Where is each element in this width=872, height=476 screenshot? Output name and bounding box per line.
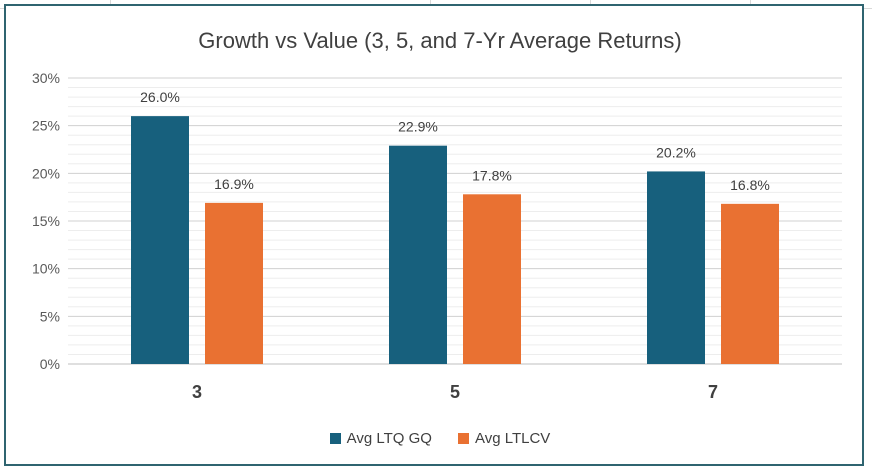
x-tick-label: 5 bbox=[450, 382, 460, 402]
legend-item-series-1: Avg LTQ GQ bbox=[329, 430, 432, 447]
y-tick-label: 0% bbox=[40, 356, 60, 372]
data-label: 17.8% bbox=[472, 167, 512, 183]
bar-2-5[interactable] bbox=[463, 194, 521, 364]
x-tick-label: 3 bbox=[192, 382, 202, 402]
chart-plot: 0% 5% 10% 15% 20% 25% 30% 3 5 7 26.0% 16.9% 22.9% 17… bbox=[32, 70, 842, 402]
data-label: 16.8% bbox=[730, 177, 770, 193]
bar-1-7[interactable] bbox=[647, 171, 705, 364]
data-label: 16.9% bbox=[214, 176, 254, 192]
data-label: 22.9% bbox=[398, 119, 438, 135]
y-tick-label: 5% bbox=[40, 308, 60, 324]
bar-1-5[interactable] bbox=[389, 145, 447, 364]
legend-item-series-2: Avg LTLCV bbox=[457, 430, 551, 447]
bar-2-3[interactable] bbox=[205, 202, 263, 364]
data-label: 26.0% bbox=[140, 89, 180, 105]
legend-swatch-series-1 bbox=[329, 433, 341, 444]
legend-label-series-2: Avg LTLCV bbox=[474, 430, 551, 447]
x-tick-label: 7 bbox=[708, 382, 718, 402]
chart-legend: Avg LTQ GQ Avg LTLCV bbox=[6, 430, 872, 447]
data-labels: 26.0% 16.9% 22.9% 17.8% 20.2% 16.8% bbox=[140, 89, 770, 193]
bar-1-3[interactable] bbox=[131, 116, 189, 364]
legend-label-series-1: Avg LTQ GQ bbox=[346, 430, 432, 447]
bars bbox=[131, 116, 779, 364]
bar-2-7[interactable] bbox=[721, 203, 779, 364]
y-tick-label: 15% bbox=[32, 213, 60, 229]
data-label: 20.2% bbox=[656, 144, 696, 160]
y-tick-label: 25% bbox=[32, 118, 60, 134]
legend-swatch-series-2 bbox=[457, 433, 469, 444]
y-tick-label: 10% bbox=[32, 261, 60, 277]
axes: 0% 5% 10% 15% 20% 25% 30% 3 5 7 bbox=[32, 70, 842, 402]
chart-title: Growth vs Value (3, 5, and 7-Yr Average … bbox=[198, 28, 682, 53]
chart-frame[interactable]: Growth vs Value (3, 5, and 7-Yr Average … bbox=[4, 4, 864, 466]
y-tick-label: 30% bbox=[32, 70, 60, 86]
y-tick-label: 20% bbox=[32, 165, 60, 181]
